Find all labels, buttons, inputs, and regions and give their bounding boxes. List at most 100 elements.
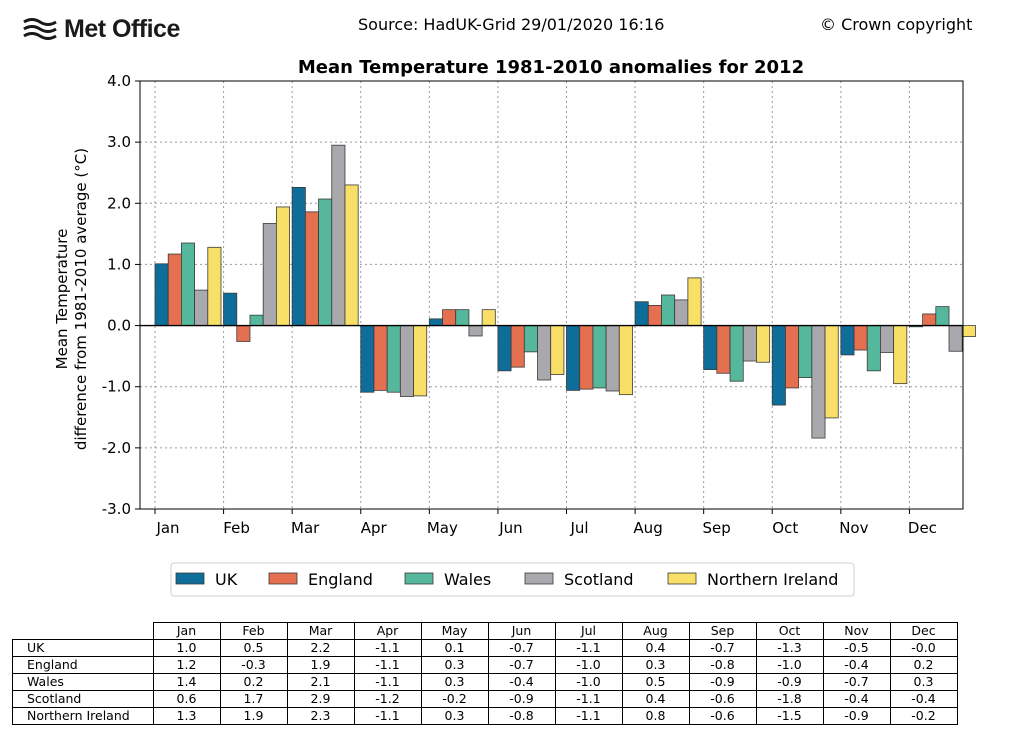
table-cell: -1.1 <box>554 707 623 725</box>
table-cell: 1.9 <box>219 707 288 725</box>
wind-waves-icon <box>23 18 57 40</box>
source-text: Source: HadUK-Grid 29/01/2020 16:16 <box>358 15 665 34</box>
table-cell: -0.9 <box>755 673 824 691</box>
table-cell: -0.5 <box>822 639 891 657</box>
table-cell: -0.4 <box>889 690 958 708</box>
bar <box>661 294 676 326</box>
bar <box>618 325 633 396</box>
bar <box>223 292 238 326</box>
bar <box>497 325 512 372</box>
table-row-label: England <box>12 656 154 674</box>
x-tick-label: Jun <box>498 519 522 537</box>
bar <box>331 144 346 326</box>
table-cell: 1.2 <box>152 656 221 674</box>
bar <box>729 325 744 382</box>
bar <box>442 309 457 326</box>
bar <box>893 325 908 385</box>
legend-label: Wales <box>444 570 491 589</box>
table-row: Scotland 0.6 1.7 2.9 -1.2 -0.2 -0.9 -1.1 0.4 -0.6… <box>12 690 958 708</box>
table-cell: -0.7 <box>822 673 891 691</box>
legend-label: Scotland <box>564 570 634 589</box>
legend-swatch <box>175 572 205 585</box>
bar <box>236 325 251 342</box>
table-cell: 1.9 <box>286 656 355 674</box>
x-tick-label: Sep <box>703 519 731 537</box>
table-cell: 0.2 <box>219 673 288 691</box>
table-row: England 1.2 -0.3 1.9 -1.1 0.3 -0.7 -1.0 0.3 -0.8-… <box>12 656 958 674</box>
table-cell: -0.2 <box>420 690 489 708</box>
table-header-cell: Oct <box>755 622 824 640</box>
bar <box>785 325 800 389</box>
bar <box>948 325 963 352</box>
bar <box>194 289 209 326</box>
table-cell: -1.1 <box>353 707 422 725</box>
y-tick-label: -1.0 <box>102 378 131 396</box>
legend-swatch <box>404 572 434 585</box>
table-cell: 2.3 <box>286 707 355 725</box>
y-tick-label: 4.0 <box>107 72 131 90</box>
y-tick-label: 0.0 <box>107 317 131 335</box>
bar <box>360 325 375 393</box>
table-header-cell: Sep <box>688 622 757 640</box>
table-cell: 2.2 <box>286 639 355 657</box>
x-tick-label: Oct <box>772 519 798 537</box>
table-cell: -1.8 <box>755 690 824 708</box>
logo-text: Met Office <box>64 14 180 43</box>
met-office-logo: Met Office <box>22 14 180 44</box>
table-row-label: Scotland <box>12 690 154 708</box>
table-cell: -1.5 <box>755 707 824 725</box>
bar <box>523 325 538 353</box>
table-cell: -0.9 <box>822 707 891 725</box>
bar <box>318 198 333 326</box>
bar <box>798 325 813 378</box>
bar <box>853 325 868 351</box>
table-row: UK 1.0 0.5 2.2 -1.1 0.1 -0.7 -1.1 0.4 -0.7 -1.3 -0.… <box>12 639 958 657</box>
plot-frame <box>139 80 964 510</box>
table-cell: 0.3 <box>420 673 489 691</box>
bar <box>647 304 662 326</box>
bar <box>634 301 649 326</box>
table-cell: -1.1 <box>353 639 422 657</box>
table-header-cell: Jan <box>152 622 221 640</box>
bar <box>756 325 771 363</box>
table-header-cell: Nov <box>822 622 891 640</box>
bar <box>811 325 826 439</box>
table-cell: 0.8 <box>621 707 690 725</box>
table-cell: 0.3 <box>420 656 489 674</box>
bar <box>373 325 388 391</box>
y-axis-label-line2: difference from 1981-2010 average (°C) <box>72 148 90 450</box>
table-cell: -0.0 <box>889 639 958 657</box>
table-header-row: Jan Feb Mar Apr May Jun Jul Aug Sep Oct Nov Dec <box>12 622 958 640</box>
table-row: Northern Ireland 1.3 1.9 2.3 -1.1 0.3 -0.8 -1.1… <box>12 707 958 725</box>
table-cell: -0.4 <box>487 673 556 691</box>
table-cell: -1.0 <box>554 673 623 691</box>
table-cell: -0.3 <box>219 656 288 674</box>
legend-label: Northern Ireland <box>707 570 838 589</box>
bar <box>455 309 470 326</box>
bar <box>399 325 414 397</box>
bar <box>703 325 718 370</box>
table-corner <box>12 622 154 640</box>
legend: UK England Wales Scotland Northern Ireland <box>170 562 855 597</box>
table-cell: -0.4 <box>822 656 891 674</box>
bar <box>481 309 496 326</box>
bar <box>413 325 428 397</box>
x-tick-label: Nov <box>839 519 868 537</box>
bar <box>674 299 689 326</box>
table-cell: -1.2 <box>353 690 422 708</box>
table-cell: 1.0 <box>152 639 221 657</box>
table-cell: 1.4 <box>152 673 221 691</box>
bar <box>154 263 169 326</box>
table-cell: -1.1 <box>353 673 422 691</box>
bar <box>840 325 855 356</box>
table-row-label: UK <box>12 639 154 657</box>
y-tick-label: 1.0 <box>107 255 131 273</box>
bar <box>935 306 950 326</box>
legend-swatch <box>667 572 697 585</box>
table-header-cell: May <box>420 622 489 640</box>
y-tick-label: 2.0 <box>107 194 131 212</box>
table-cell: -0.7 <box>487 656 556 674</box>
bar <box>880 325 895 353</box>
x-tick-label: Dec <box>908 519 937 537</box>
y-tick-label: -2.0 <box>102 439 131 457</box>
